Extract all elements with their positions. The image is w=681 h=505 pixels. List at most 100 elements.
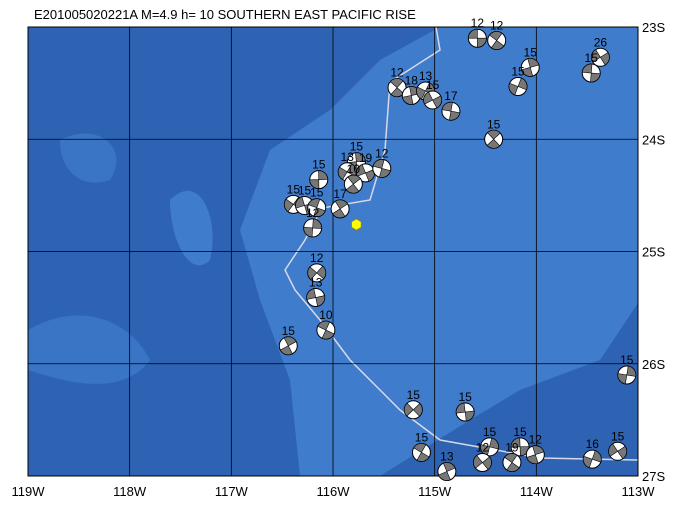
- focal-mechanism: [309, 170, 329, 190]
- beachball-quadrant: [489, 31, 503, 41]
- focal-mechanism: [372, 158, 392, 178]
- depth-label: 15: [298, 183, 312, 197]
- focal-mechanism: [316, 320, 336, 340]
- focal-mechanism: [403, 400, 423, 420]
- epicenter: [351, 218, 362, 231]
- beachball-quadrant: [309, 179, 320, 189]
- focal-mechanism: [441, 101, 461, 121]
- focal-mechanism: [437, 462, 457, 482]
- focal-mechanism: [480, 437, 500, 457]
- beachball-quadrant: [506, 462, 520, 472]
- beachball-quadrant: [608, 443, 619, 457]
- beachball-quadrant: [345, 183, 360, 194]
- beachball-quadrant: [617, 373, 628, 385]
- beachball-quadrant: [432, 95, 442, 109]
- beachball-quadrant: [599, 52, 610, 66]
- beachball-quadrant: [317, 320, 331, 331]
- depth-label: 15: [287, 182, 301, 196]
- beachball-quadrant: [334, 199, 349, 210]
- beachball-quadrant: [416, 86, 426, 100]
- beachball-quadrant: [442, 462, 456, 472]
- focal-mechanism: [303, 218, 323, 238]
- focal-mechanism: [401, 85, 421, 105]
- focal-mechanism: [467, 28, 487, 48]
- beachball-quadrant: [337, 166, 348, 180]
- focal-mechanism: [484, 129, 504, 149]
- depth-label: 15: [487, 117, 501, 131]
- depth-label: 17: [444, 89, 458, 103]
- beachball-quadrant: [510, 437, 521, 448]
- y-tick-label: 25S: [642, 245, 665, 260]
- beachball-quadrant: [318, 170, 329, 180]
- depth-label: 15: [620, 353, 634, 367]
- depth-label: 13: [440, 450, 454, 464]
- beachball-quadrant: [279, 345, 293, 356]
- beachball-quadrant: [508, 82, 519, 96]
- depth-label: 15: [483, 425, 497, 439]
- focal-mechanism: [330, 199, 350, 219]
- beachball-quadrant: [617, 445, 627, 460]
- beachball-quadrant: [521, 67, 534, 77]
- beachball-quadrant: [315, 295, 326, 307]
- focal-mechanism: [617, 365, 637, 385]
- depth-label: 12: [375, 146, 389, 160]
- focal-mechanism: [581, 63, 601, 83]
- focal-mechanism: [307, 198, 327, 218]
- beachball-quadrant: [486, 138, 501, 149]
- depth-label: 16: [586, 437, 600, 451]
- beachball-quadrant: [372, 159, 385, 169]
- focal-mechanism: [502, 453, 522, 473]
- y-tick-label: 27S: [642, 469, 665, 484]
- focal-mechanism: [508, 76, 528, 96]
- depth-label: 15: [415, 430, 429, 444]
- depth-label: 13: [341, 150, 355, 164]
- focal-mechanism: [343, 174, 363, 194]
- x-tick-label: 115W: [418, 484, 452, 499]
- beachball-quadrant: [307, 266, 318, 281]
- beachball-quadrant: [473, 455, 483, 469]
- depth-label: 15: [458, 390, 472, 404]
- beachball-quadrant: [582, 455, 593, 469]
- focal-mechanism: [411, 442, 431, 462]
- x-tick-label: 116W: [317, 484, 351, 499]
- depth-label: 12: [306, 206, 320, 220]
- beachball-quadrant: [487, 129, 501, 140]
- focal-mechanism: [487, 30, 507, 50]
- depth-label: 15: [585, 51, 599, 65]
- beachball-quadrant: [404, 402, 414, 417]
- beachball-quadrant: [441, 101, 453, 112]
- beachball-quadrant: [283, 336, 297, 347]
- beachball-quadrant: [413, 443, 427, 453]
- beachball-quadrant: [312, 218, 322, 229]
- beachball-quadrant: [347, 174, 361, 185]
- beachball-quadrant: [355, 152, 366, 163]
- depth-label: 10: [319, 308, 333, 322]
- depth-label: 15: [511, 64, 525, 78]
- beachball-quadrant: [307, 198, 321, 209]
- depth-label: 15: [407, 388, 421, 402]
- focal-mechanism: [356, 163, 376, 183]
- beachball-quadrant: [504, 453, 518, 463]
- depth-label: 17: [333, 187, 347, 201]
- beachball-quadrant: [295, 196, 305, 209]
- depth-label: 15: [282, 324, 296, 338]
- map-title: E201005020221A M=4.9 h= 10 SOUTHERN EAST…: [34, 7, 416, 22]
- depth-label: 26: [594, 35, 608, 49]
- x-tick-label: 114W: [520, 484, 554, 499]
- depth-label: 13: [309, 276, 323, 290]
- beachball-quadrant: [313, 207, 326, 217]
- beachball-quadrant: [412, 403, 423, 417]
- beachball-quadrant: [402, 95, 414, 105]
- beachball-quadrant: [526, 454, 539, 464]
- beachball-quadrant: [581, 63, 593, 74]
- x-tick-label: 119W: [12, 484, 46, 499]
- beachball-quadrant: [449, 110, 461, 121]
- depth-label: 12: [471, 16, 485, 30]
- focal-mechanism: [525, 445, 545, 465]
- depth-label: 15: [426, 78, 440, 92]
- beachball-quadrant: [517, 77, 528, 91]
- depth-label: 19: [505, 441, 519, 455]
- depth-label: 13: [419, 69, 433, 83]
- focal-mechanism: [306, 288, 326, 308]
